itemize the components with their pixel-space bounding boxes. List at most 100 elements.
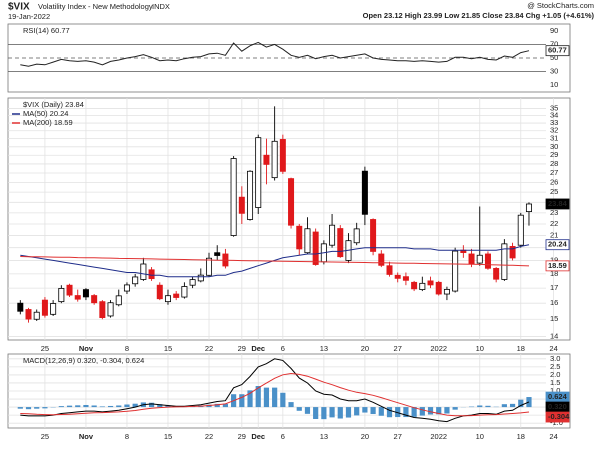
- histogram-bar: [34, 407, 40, 409]
- quote: Open 23.12 High 23.99 Low 21.85 Close 23…: [363, 11, 595, 20]
- candle-body: [517, 214, 524, 246]
- histogram-bar: [83, 404, 89, 408]
- y-tick-label: 22: [550, 219, 558, 228]
- histogram-bar: [427, 407, 434, 415]
- histogram-bar: [485, 405, 491, 408]
- last-value-box: [545, 239, 570, 251]
- y-tick-label: 3.0: [550, 354, 560, 363]
- y-tick-label: 1.5: [550, 378, 560, 387]
- last-value-label: 0.320: [548, 402, 567, 411]
- y-tick-label: 34: [550, 111, 558, 120]
- x-tick-label: 13: [320, 344, 328, 353]
- candle-body: [509, 246, 516, 259]
- x-tick-label: 10: [476, 344, 484, 353]
- y-tick-label: 14: [550, 331, 558, 340]
- candle-body: [386, 265, 393, 275]
- histogram-bar: [17, 407, 23, 409]
- x-tick-label: Dec: [251, 344, 265, 353]
- y-tick-label: 70: [550, 39, 558, 48]
- x-tick-label: 22: [205, 432, 213, 441]
- candle-body: [279, 139, 286, 172]
- candle-body: [148, 269, 155, 280]
- date: 19-Jan-2022: [8, 12, 50, 21]
- x-tick-label: 18: [517, 344, 525, 353]
- histogram-bar: [148, 402, 155, 408]
- candle-body: [140, 263, 147, 280]
- histogram-bar: [354, 407, 360, 416]
- histogram-bar: [157, 404, 163, 408]
- y-tick-label: 28: [550, 159, 558, 168]
- histogram-bar: [296, 407, 302, 411]
- last-value-label: 0.624: [548, 392, 568, 401]
- histogram-bar: [116, 405, 122, 408]
- y-tick-label: 18: [550, 269, 558, 278]
- candle-body: [189, 279, 196, 286]
- candle-body: [419, 282, 426, 290]
- histogram-bar: [378, 407, 384, 416]
- y-tick-label: 33: [550, 118, 558, 127]
- x-tick-label: 29: [238, 344, 246, 353]
- symbol: $VIX: [8, 2, 30, 13]
- y-tick-label: 16: [550, 298, 558, 307]
- histogram-bar: [25, 407, 32, 410]
- candle-body: [58, 288, 65, 303]
- x-tick-label: 10: [476, 432, 484, 441]
- instrument-name: Volatility Index - New Methodology: [38, 2, 153, 11]
- candle-body: [501, 243, 508, 280]
- candle-body: [197, 274, 204, 282]
- y-tick-label: 29: [550, 150, 558, 159]
- exchange: INDX: [152, 2, 170, 11]
- x-tick-label: 27: [394, 344, 402, 353]
- y-tick-label: 90: [550, 26, 558, 35]
- histogram-bar: [91, 405, 97, 408]
- last-value-label: 60.77: [548, 46, 567, 55]
- histogram-bar: [66, 405, 73, 408]
- candle-body: [452, 250, 459, 292]
- x-tick-label: 20: [361, 344, 369, 353]
- candle-body: [214, 252, 221, 256]
- candle-body: [99, 301, 106, 319]
- y-tick-label: 23: [550, 208, 558, 217]
- candle-body: [402, 276, 409, 281]
- candle-body: [370, 219, 377, 252]
- last-value-label: 18.59: [548, 261, 567, 270]
- histogram-bar: [444, 407, 450, 414]
- candle-body: [164, 295, 171, 303]
- candle-body: [296, 225, 303, 250]
- candle-body: [206, 257, 213, 276]
- candle-body: [378, 253, 385, 266]
- last-value-label: -0.304: [548, 412, 570, 421]
- candle-body: [353, 228, 360, 244]
- candle-body: [525, 203, 532, 213]
- y-tick-label: 15: [550, 314, 558, 323]
- legend-label: MA(200) 18.59: [23, 118, 73, 127]
- candle-body: [50, 303, 57, 315]
- y-tick-label: 30: [550, 142, 558, 151]
- histogram-bar: [329, 407, 335, 418]
- x-tick-label: 15: [164, 344, 172, 353]
- x-tick-label: 18: [517, 432, 525, 441]
- histogram-bar: [304, 407, 311, 414]
- legend-label: MACD(12,26,9) 0.320, -0.304, 0.624: [23, 356, 144, 365]
- x-tick-label: Nov: [79, 432, 94, 441]
- y-tick-label: 35: [550, 103, 558, 112]
- candle-body: [476, 254, 483, 264]
- x-tick-label: 25: [41, 432, 49, 441]
- moving-average-line: [20, 256, 530, 267]
- rsi-line: [20, 41, 530, 67]
- candle-body: [312, 231, 319, 265]
- x-tick-label: 22: [205, 344, 213, 353]
- x-tick-label: 27: [394, 432, 402, 441]
- candle-body: [304, 228, 311, 254]
- y-tick-label: 26: [550, 177, 558, 186]
- candle-body: [288, 178, 295, 226]
- x-tick-label: 29: [238, 432, 246, 441]
- last-value-box: [545, 411, 570, 423]
- x-tick-label: 2022: [430, 344, 447, 353]
- x-tick-label: Nov: [79, 344, 94, 353]
- y-tick-label: 25: [550, 187, 558, 196]
- histogram-bar: [272, 387, 278, 408]
- histogram-bar: [222, 403, 229, 408]
- candle-body: [181, 286, 188, 298]
- x-tick-label: 6: [281, 344, 285, 353]
